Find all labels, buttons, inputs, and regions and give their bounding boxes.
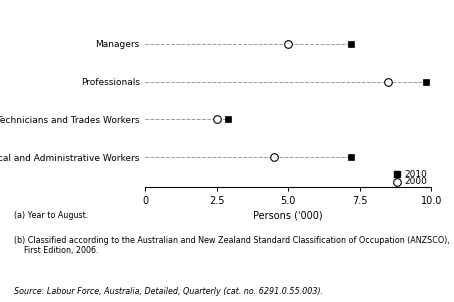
- X-axis label: Persons ('000): Persons ('000): [253, 210, 323, 220]
- Text: 2000: 2000: [404, 177, 427, 186]
- Text: (b) Classified according to the Australian and New Zealand Standard Classificati: (b) Classified according to the Australi…: [14, 236, 449, 255]
- Text: (a) Year to August.: (a) Year to August.: [14, 211, 88, 220]
- Text: 2010: 2010: [404, 169, 427, 178]
- Text: Source: Labour Force, Australia, Detailed, Quarterly (cat. no. 6291.0.55.003).: Source: Labour Force, Australia, Detaile…: [14, 287, 323, 296]
